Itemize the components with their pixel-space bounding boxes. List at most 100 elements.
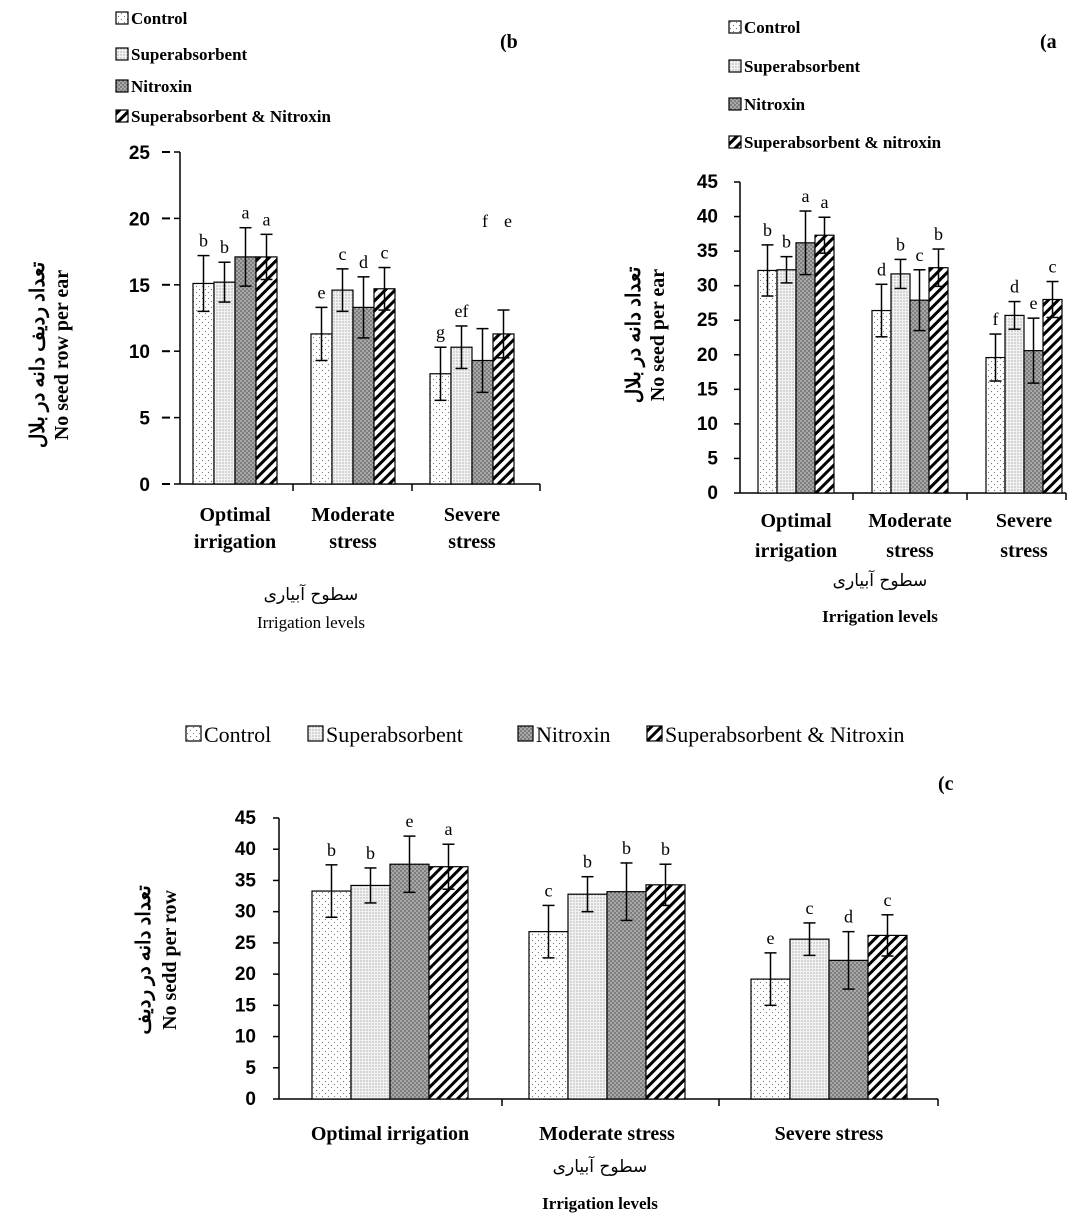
panel-c-label: (c bbox=[938, 773, 954, 795]
bar-superabsorbent bbox=[213, 281, 236, 485]
y-tick-label: 40 bbox=[697, 207, 718, 228]
panel-b-ylabel-fa: تعداد ردیف دانه در بلال bbox=[27, 261, 50, 448]
legend-swatch-control bbox=[115, 11, 129, 25]
x-category-label: stress bbox=[448, 531, 496, 553]
significance-letter: e bbox=[406, 811, 414, 831]
bar-nitroxin bbox=[389, 863, 430, 1100]
panel-c-ylabel-fa: تعداد دانه در ردیف bbox=[133, 885, 156, 1035]
significance-letter: d bbox=[359, 252, 368, 272]
x-category-label: Moderate stress bbox=[539, 1123, 675, 1145]
panel-b-legend: Control Superabsorbent Nitroxin Superabs… bbox=[115, 9, 331, 126]
bar-superabsorbent bbox=[331, 289, 354, 485]
panel-a-legend: Control Superabsorbent Nitroxin Superabs… bbox=[728, 18, 942, 152]
x-category-label: Optimal irrigation bbox=[311, 1123, 469, 1145]
legend-label-both: Superabsorbent & Nitroxin bbox=[665, 722, 905, 747]
y-tick-label: 25 bbox=[235, 933, 257, 954]
panel-b: (b Control Superabsorbent Nitroxin Super… bbox=[27, 9, 541, 632]
legend-label-both: Superabsorbent & Nitroxin bbox=[131, 107, 331, 126]
panel-a-ylabel-en: No seed per ear bbox=[647, 269, 669, 401]
x-category-label: Moderate bbox=[311, 504, 394, 526]
significance-letter: a bbox=[263, 209, 271, 229]
y-tick-label: 30 bbox=[697, 276, 718, 297]
bar-nitroxin bbox=[234, 256, 257, 485]
legend-swatch-superabsorbent bbox=[307, 725, 324, 742]
significance-letter: e bbox=[504, 211, 512, 231]
x-category-label: Severe stress bbox=[775, 1123, 884, 1145]
legend-swatch-control bbox=[728, 20, 742, 34]
bar-superabsorbent bbox=[567, 893, 608, 1100]
legend-label-control: Control bbox=[744, 18, 801, 37]
y-tick-label: 5 bbox=[139, 409, 150, 430]
y-tick-label: 5 bbox=[707, 448, 718, 469]
legend-swatch-both bbox=[115, 109, 129, 123]
legend-label-superabsorbent: Superabsorbent bbox=[744, 57, 861, 76]
significance-letter: b bbox=[366, 843, 375, 863]
y-tick-label: 15 bbox=[235, 995, 257, 1016]
bar-control bbox=[311, 890, 352, 1100]
legend-swatch-nitroxin bbox=[728, 97, 742, 111]
x-category-label: Optimal bbox=[760, 510, 832, 532]
panel-c: Control Superabsorbent Nitroxin Superabs… bbox=[133, 722, 954, 1213]
significance-letter: d bbox=[1010, 277, 1019, 297]
legend-swatch-nitroxin bbox=[115, 79, 129, 93]
significance-letter: d bbox=[877, 259, 886, 279]
bar-both bbox=[255, 256, 278, 485]
significance-letter: c bbox=[381, 243, 389, 263]
bar-both bbox=[814, 234, 835, 494]
bar-both bbox=[645, 884, 686, 1100]
y-tick-label: 10 bbox=[129, 342, 150, 363]
significance-letter: a bbox=[242, 203, 250, 223]
significance-letter: b bbox=[622, 838, 631, 858]
legend-label-control: Control bbox=[131, 9, 188, 28]
x-category-label: Severe bbox=[996, 510, 1052, 532]
panel-b-label: (b bbox=[500, 31, 518, 53]
bar-nitroxin bbox=[795, 242, 816, 494]
y-tick-label: 15 bbox=[697, 379, 719, 400]
panel-b-ylabel-en: No seed row per ear bbox=[51, 270, 73, 440]
significance-letter: c bbox=[339, 244, 347, 264]
x-category-label: stress bbox=[886, 540, 934, 562]
legend-label-superabsorbent: Superabsorbent bbox=[326, 722, 463, 747]
bar-control bbox=[757, 269, 778, 494]
y-tick-label: 0 bbox=[707, 483, 718, 504]
bar-superabsorbent bbox=[1004, 314, 1025, 494]
legend-label-superabsorbent: Superabsorbent bbox=[131, 45, 248, 64]
bar-superabsorbent bbox=[890, 273, 911, 494]
x-category-label: irrigation bbox=[194, 531, 276, 553]
significance-letter: e bbox=[318, 282, 326, 302]
y-tick-label: 15 bbox=[129, 276, 151, 297]
panel-c-xlabel-en: Irrigation levels bbox=[542, 1194, 658, 1213]
significance-letter: b bbox=[327, 840, 336, 860]
significance-letter: e bbox=[767, 928, 775, 948]
significance-letter: d bbox=[844, 907, 853, 927]
y-tick-label: 35 bbox=[235, 870, 257, 891]
legend-label-nitroxin: Nitroxin bbox=[744, 95, 806, 114]
bar-both bbox=[428, 866, 469, 1100]
significance-letter: b bbox=[896, 234, 905, 254]
panel-a-ylabel-fa: تعداد دانه در بلال bbox=[623, 266, 646, 403]
y-tick-label: 25 bbox=[129, 143, 151, 164]
legend-swatch-superabsorbent bbox=[115, 47, 129, 61]
bar-superabsorbent bbox=[789, 938, 830, 1100]
panel-b-xlabel-fa: سطوح آبیاری bbox=[264, 583, 359, 605]
legend-label-nitroxin: Nitroxin bbox=[536, 722, 611, 747]
significance-letter: g bbox=[436, 322, 445, 342]
y-tick-label: 20 bbox=[129, 209, 150, 230]
x-category-label: Optimal bbox=[199, 504, 271, 526]
legend-label-control: Control bbox=[204, 722, 271, 747]
legend-swatch-superabsorbent bbox=[728, 59, 742, 73]
significance-letter: b bbox=[763, 220, 772, 240]
significance-letter: b bbox=[583, 852, 592, 872]
x-category-label: Severe bbox=[444, 504, 500, 526]
legend-swatch-nitroxin bbox=[517, 725, 534, 742]
significance-letter: ef bbox=[455, 301, 469, 321]
bar-both bbox=[928, 267, 949, 494]
significance-letter: c bbox=[1049, 257, 1057, 277]
bar-nitroxin bbox=[606, 891, 647, 1100]
y-tick-label: 0 bbox=[139, 475, 150, 496]
bar-control bbox=[192, 282, 215, 485]
panel-a-xlabel-en: Irrigation levels bbox=[822, 607, 938, 626]
